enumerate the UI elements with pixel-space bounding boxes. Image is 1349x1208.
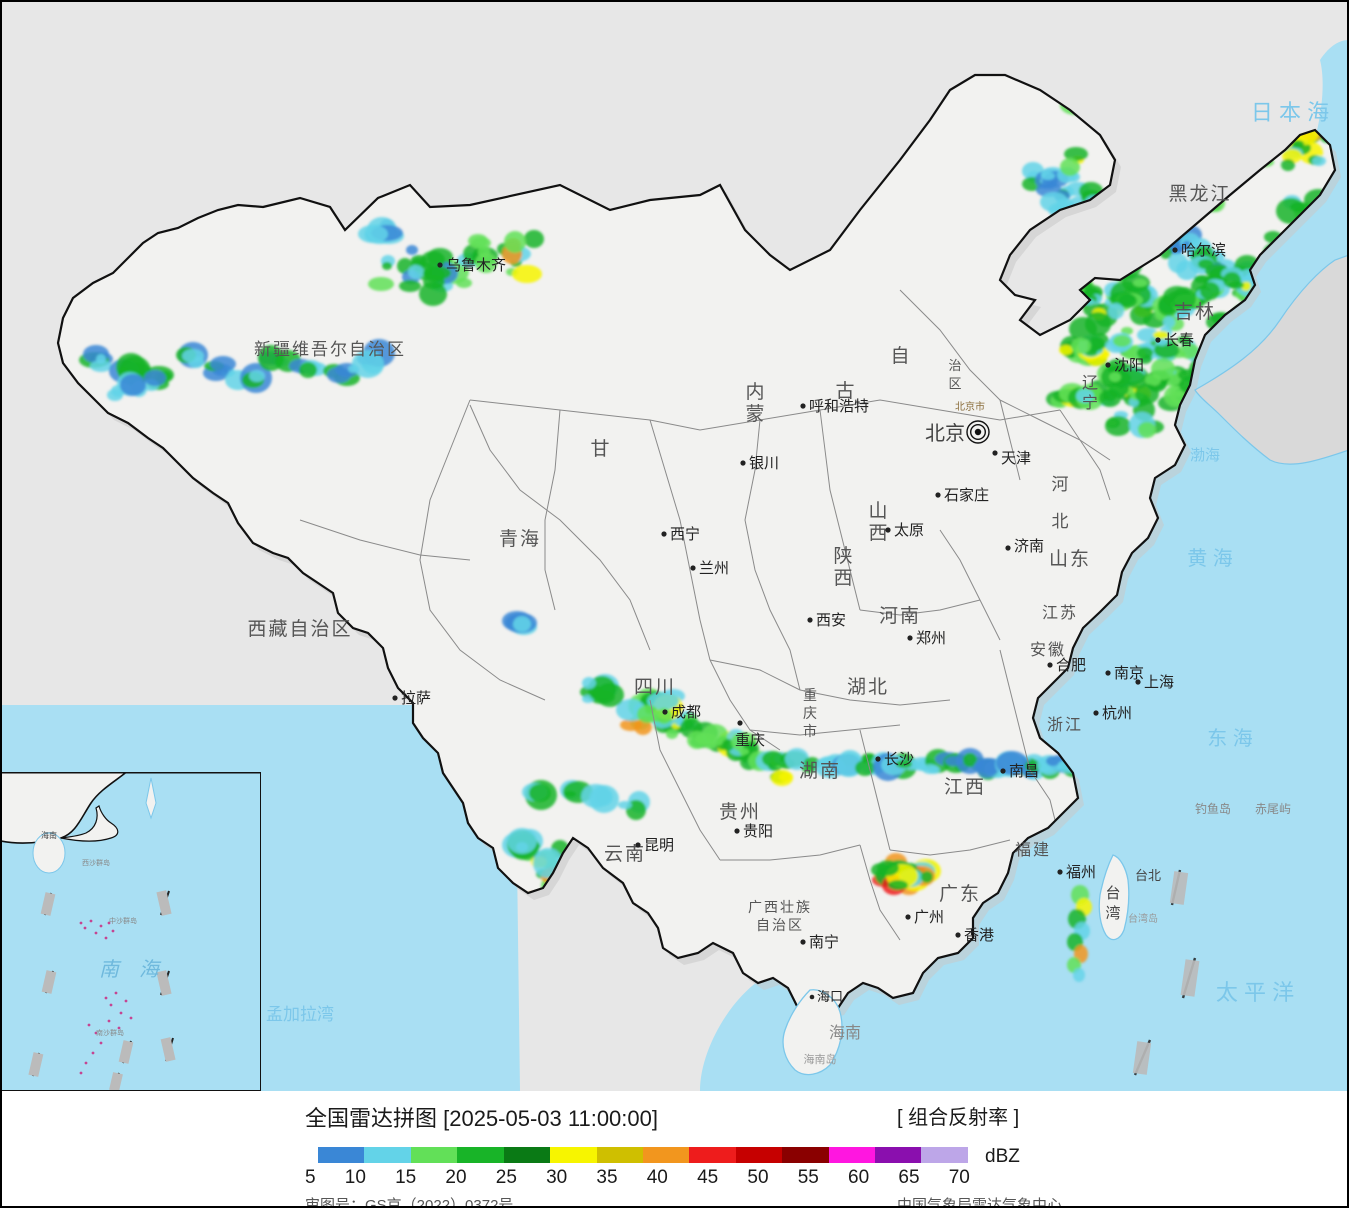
- svg-text:石家庄: 石家庄: [944, 486, 989, 504]
- svg-text:湖南: 湖南: [799, 760, 841, 782]
- svg-text:湖北: 湖北: [847, 676, 889, 698]
- svg-text:海南: 海南: [829, 1024, 861, 1042]
- svg-text:呼和浩特: 呼和浩特: [809, 398, 869, 415]
- svg-text:治: 治: [948, 358, 961, 373]
- svg-text:南 海: 南 海: [99, 959, 162, 981]
- svg-text:成都: 成都: [671, 704, 701, 721]
- svg-text:渤海: 渤海: [1190, 447, 1220, 464]
- svg-text:蒙: 蒙: [745, 403, 764, 425]
- svg-text:台: 台: [1105, 885, 1120, 902]
- svg-text:吉林: 吉林: [1174, 301, 1216, 323]
- svg-text:北京市: 北京市: [955, 400, 985, 413]
- svg-text:新疆维吾尔自治区: 新疆维吾尔自治区: [254, 340, 406, 359]
- svg-text:北: 北: [1052, 512, 1069, 531]
- svg-text:海南: 海南: [41, 830, 57, 840]
- svg-text:银川: 银川: [749, 455, 779, 472]
- svg-text:山东: 山东: [1049, 548, 1091, 570]
- svg-text:海口: 海口: [817, 989, 843, 1004]
- svg-text:西沙群岛: 西沙群岛: [82, 858, 110, 867]
- svg-text:市: 市: [803, 723, 817, 739]
- svg-text:广州: 广州: [914, 909, 944, 926]
- svg-text:南沙群岛: 南沙群岛: [96, 1028, 124, 1037]
- svg-text:兰州: 兰州: [699, 560, 729, 577]
- svg-text:沈阳: 沈阳: [1114, 357, 1144, 374]
- svg-text:江苏: 江苏: [1042, 604, 1078, 622]
- svg-text:长沙: 长沙: [884, 751, 914, 768]
- svg-text:杭州: 杭州: [1102, 705, 1132, 722]
- svg-text:海南岛: 海南岛: [804, 1052, 837, 1066]
- svg-text:北京: 北京: [925, 422, 965, 445]
- svg-text:上海: 上海: [1144, 674, 1174, 691]
- svg-text:赤尾屿: 赤尾屿: [1255, 802, 1291, 816]
- svg-text:陕: 陕: [833, 545, 852, 567]
- svg-text:西: 西: [833, 568, 852, 589]
- svg-text:贵阳: 贵阳: [743, 823, 773, 840]
- svg-text:太原: 太原: [894, 522, 924, 539]
- svg-text:青海: 青海: [499, 528, 541, 550]
- svg-text:拉萨: 拉萨: [401, 690, 431, 707]
- svg-text:东 海: 东 海: [1207, 727, 1253, 750]
- svg-text:哈尔滨: 哈尔滨: [1181, 242, 1226, 259]
- svg-text:福建: 福建: [1015, 841, 1051, 859]
- svg-text:内: 内: [745, 381, 764, 403]
- svg-text:乌鲁木齐: 乌鲁木齐: [446, 257, 506, 274]
- svg-text:合肥: 合肥: [1056, 657, 1086, 674]
- svg-text:日 本 海: 日 本 海: [1251, 100, 1329, 125]
- svg-text:昆明: 昆明: [644, 837, 674, 854]
- svg-text:广西壮族: 广西壮族: [748, 899, 812, 915]
- svg-text:钓鱼岛: 钓鱼岛: [1195, 801, 1231, 816]
- svg-text:重: 重: [803, 687, 817, 703]
- svg-text:河: 河: [1052, 475, 1069, 494]
- svg-text:江西: 江西: [944, 776, 986, 798]
- svg-text:南京: 南京: [1114, 665, 1144, 682]
- svg-text:福州: 福州: [1066, 864, 1096, 881]
- svg-text:济南: 济南: [1014, 538, 1044, 555]
- svg-text:中沙群岛: 中沙群岛: [109, 916, 137, 925]
- svg-text:西宁: 西宁: [670, 526, 700, 543]
- svg-text:南宁: 南宁: [809, 934, 839, 951]
- svg-text:西藏自治区: 西藏自治区: [247, 618, 352, 640]
- svg-text:黄 海: 黄 海: [1187, 547, 1233, 570]
- svg-text:台湾岛: 台湾岛: [1128, 912, 1158, 925]
- svg-text:浙江: 浙江: [1047, 716, 1083, 734]
- svg-text:宁: 宁: [1082, 394, 1098, 412]
- svg-text:山: 山: [868, 500, 887, 522]
- svg-text:郑州: 郑州: [916, 630, 946, 647]
- svg-text:西安: 西安: [816, 612, 846, 629]
- svg-text:自治区: 自治区: [756, 917, 804, 933]
- svg-text:孟加拉湾: 孟加拉湾: [266, 1005, 334, 1024]
- svg-text:四川: 四川: [634, 677, 676, 698]
- svg-text:甘: 甘: [590, 438, 609, 460]
- svg-text:重庆: 重庆: [735, 732, 765, 749]
- svg-text:自: 自: [890, 345, 909, 367]
- svg-text:区: 区: [948, 376, 961, 391]
- svg-text:天津: 天津: [1001, 450, 1031, 467]
- svg-text:庆: 庆: [803, 705, 817, 721]
- svg-text:台北: 台北: [1135, 868, 1161, 883]
- svg-text:河南: 河南: [879, 605, 921, 627]
- svg-text:长春: 长春: [1164, 332, 1194, 349]
- svg-text:湾: 湾: [1105, 905, 1120, 922]
- svg-text:黑龙江: 黑龙江: [1168, 183, 1231, 205]
- svg-text:香港: 香港: [964, 927, 994, 944]
- svg-text:广东: 广东: [939, 883, 981, 905]
- svg-text:西: 西: [868, 523, 887, 544]
- svg-text:太 平 洋: 太 平 洋: [1216, 980, 1294, 1005]
- svg-text:辽: 辽: [1082, 374, 1098, 392]
- svg-text:南昌: 南昌: [1009, 763, 1039, 780]
- svg-text:贵州: 贵州: [719, 801, 761, 823]
